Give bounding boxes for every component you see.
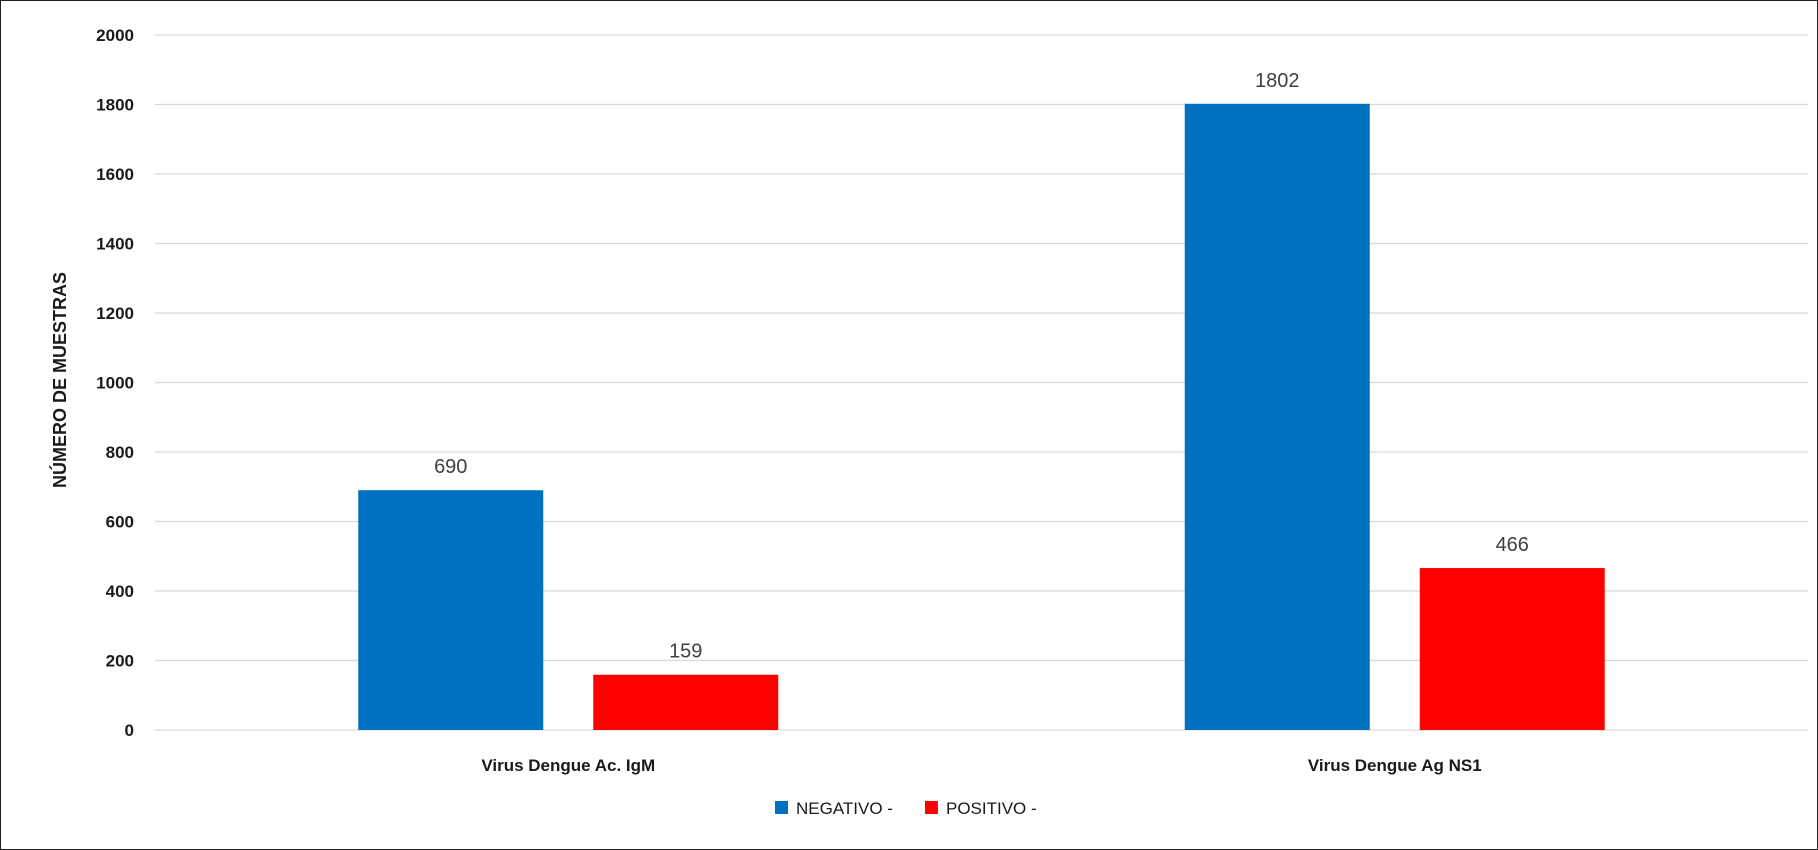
data-label: 159 [669,641,702,663]
y-tick-label: 400 [106,582,134,601]
y-tick-label: 600 [106,513,134,532]
legend-label: NEGATIVO - [796,799,893,818]
legend-label: POSITIVO - [946,799,1037,818]
data-label: 690 [434,456,467,478]
y-tick-label: 1400 [96,235,134,254]
bars [358,103,1605,731]
legend: NEGATIVO - POSITIVO - [775,799,1037,818]
y-axis-title: NÚMERO DE MUESTRAS [49,272,70,488]
y-tick-label: 1800 [96,96,134,115]
y-axis-ticks: 0 200 400 600 800 1000 1200 1400 1600 1800 2000 [96,26,134,740]
bar [1184,103,1370,731]
y-tick-label: 1600 [96,165,134,184]
bar [358,490,544,730]
legend-swatch [775,801,788,814]
y-tick-label: 200 [106,652,134,671]
data-label: 1802 [1255,70,1300,92]
legend-swatch [924,801,938,814]
x-axis-categories: Virus Dengue Ac. IgM Virus Dengue Ag NS1 [481,756,1481,775]
data-label: 466 [1496,534,1529,556]
x-category-label: Virus Dengue Ac. IgM [481,756,655,775]
data-labels: 690 159 1802 466 [434,70,1529,663]
y-tick-label: 0 [125,721,134,740]
bar [593,674,779,730]
y-tick-label: 1000 [96,374,134,393]
y-tick-label: 800 [106,443,134,462]
x-category-label: Virus Dengue Ag NS1 [1308,756,1482,775]
y-tick-label: 1200 [96,304,134,323]
y-tick-label: 2000 [96,26,134,45]
bar [1419,568,1605,730]
